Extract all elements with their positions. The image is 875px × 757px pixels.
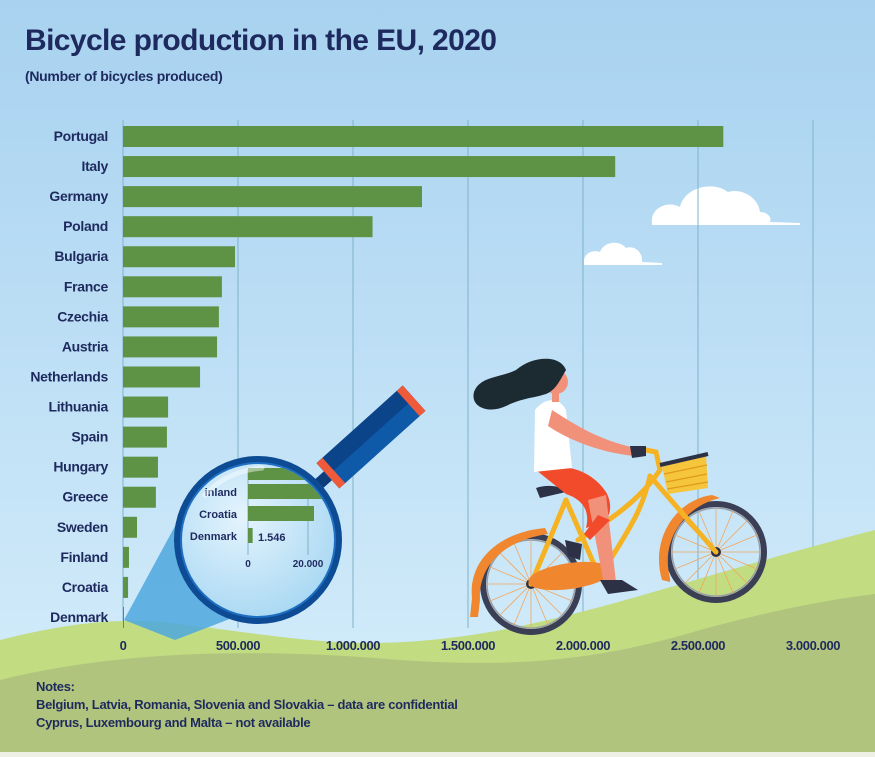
- category-label: Sweden: [57, 519, 108, 535]
- bar-austria: [123, 336, 218, 358]
- bar-poland: [123, 216, 373, 238]
- category-label: Denmark: [50, 609, 108, 625]
- bar-croatia: [123, 576, 129, 598]
- notes-heading: Notes:: [36, 679, 75, 694]
- note-line: Belgium, Latvia, Romania, Slovenia and S…: [36, 697, 458, 712]
- x-tick-label: 1.000.000: [326, 638, 380, 653]
- cloud-small: [583, 242, 662, 265]
- x-tick-label: 500.000: [216, 638, 260, 653]
- category-label: Hungary: [53, 459, 108, 475]
- category-labels: Portugal Italy Germany Poland Bulgaria France…: [30, 128, 108, 625]
- category-label: Austria: [62, 338, 109, 354]
- x-tick-label: 2.000.000: [556, 638, 610, 653]
- bottom-strip: [0, 752, 875, 757]
- category-label: Spain: [71, 429, 108, 445]
- bar-czechia: [123, 306, 219, 328]
- bar-france: [123, 276, 222, 298]
- inset-category-label: Croatia: [199, 509, 238, 521]
- bar-italy: [123, 156, 616, 178]
- x-tick-label: 1.500.000: [441, 638, 495, 653]
- bar-hungary: [123, 456, 158, 478]
- inset-category-label: Denmark: [190, 531, 238, 543]
- bar-sweden: [123, 516, 138, 538]
- x-tick-label: 2.500.000: [671, 638, 725, 653]
- bar-bulgaria: [123, 246, 236, 268]
- bike-basket: [659, 452, 709, 494]
- bar-portugal: [123, 126, 724, 147]
- chart-title: Bicycle production in the EU, 2020: [25, 24, 497, 57]
- category-label: Portugal: [54, 128, 108, 144]
- ground-dark: [0, 594, 875, 752]
- inset-data-label: 1.546: [258, 532, 286, 544]
- inset-bar-finland: [248, 484, 326, 499]
- notes-section: Notes: Belgium, Latvia, Romania, Sloveni…: [36, 678, 458, 732]
- category-label: Croatia: [62, 579, 109, 595]
- bars-group: [123, 126, 724, 628]
- inset-category-label: inland: [205, 487, 237, 499]
- bar-germany: [123, 186, 422, 208]
- category-label: Netherlands: [30, 368, 108, 384]
- category-label: Finland: [60, 549, 108, 565]
- bar-denmark: [123, 606, 124, 628]
- bar-greece: [123, 486, 156, 508]
- cyclist-illustration: [470, 358, 767, 635]
- category-label: Bulgaria: [54, 248, 108, 264]
- x-tick-label: 3.000.000: [786, 638, 840, 653]
- magnifier-handle: [314, 385, 426, 489]
- bar-finland: [123, 546, 129, 568]
- chart-subtitle: (Number of bicycles produced): [25, 68, 223, 84]
- bar-netherlands: [123, 366, 201, 388]
- bar-spain: [123, 426, 167, 448]
- note-line: Cyprus, Luxembourg and Malta – not avail…: [36, 715, 311, 730]
- category-label: Germany: [49, 188, 108, 204]
- magnifier-lens: [182, 464, 334, 616]
- cloud-large: [651, 186, 800, 225]
- category-label: Greece: [62, 489, 108, 505]
- inset-bar-croatia: [248, 506, 314, 521]
- category-label: Lithuania: [48, 399, 108, 415]
- category-label: Italy: [81, 158, 108, 174]
- inset-tick-label: 0: [245, 559, 251, 570]
- bar-lithuania: [123, 396, 169, 418]
- inset-bar-denmark: [248, 528, 253, 543]
- category-label: France: [64, 278, 109, 294]
- category-label: Czechia: [57, 308, 108, 324]
- category-label: Poland: [63, 218, 108, 234]
- x-tick-label: 0: [120, 638, 127, 653]
- inset-tick-label: 20.000: [293, 559, 324, 570]
- x-tick-labels: 0 500.000 1.000.000 1.500.000 2.000.000 2.500…: [120, 638, 841, 653]
- magnifier: inland Croatia Denmark 1.546 0 20.000: [124, 385, 426, 640]
